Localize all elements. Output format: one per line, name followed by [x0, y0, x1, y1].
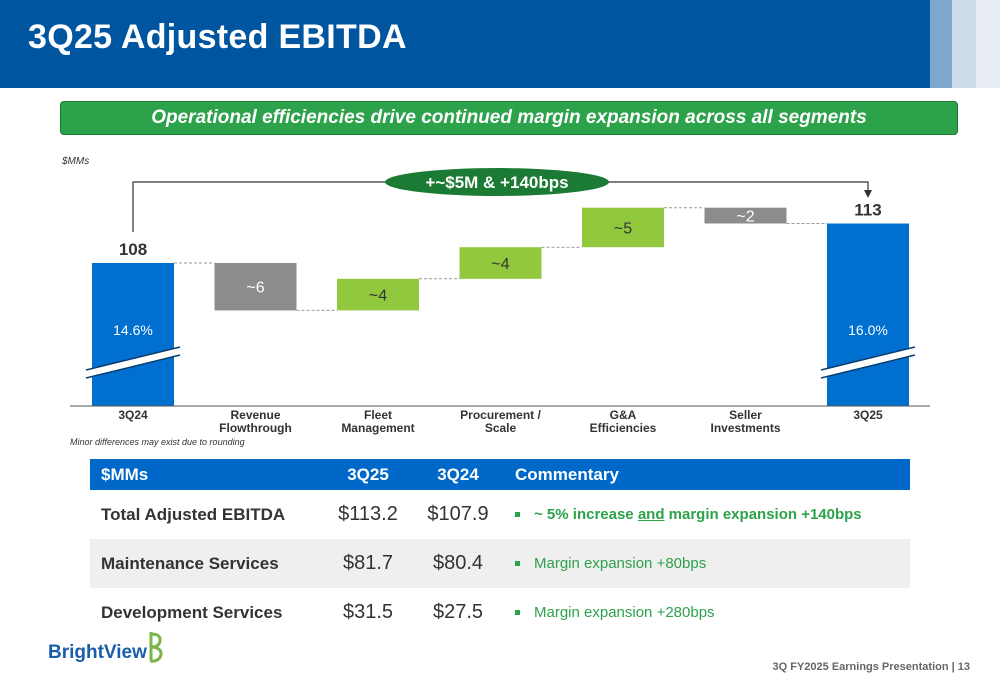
waterfall-bar: [459, 247, 542, 279]
category-label: G&A: [610, 408, 637, 422]
bar-value-label: ~4: [369, 288, 387, 305]
table-row: Total Adjusted EBITDA $113.2 $107.9 ~ 5%…: [90, 490, 910, 539]
axis-break-line: [820, 354, 916, 379]
bar-value-label: 113: [854, 201, 881, 220]
axis-break-line: [85, 346, 181, 371]
bullet-icon: [515, 561, 520, 566]
category-label: Flowthrough: [219, 421, 292, 435]
header-3q25: 3Q25: [347, 464, 389, 484]
bar-value-label: ~4: [491, 256, 509, 273]
logo-leaf-icon: [149, 632, 163, 663]
table-header: $MMs 3Q25 3Q24 Commentary: [90, 459, 910, 490]
rounding-note: Minor differences may exist due to round…: [70, 437, 245, 447]
brightview-logo: BrightView: [48, 630, 165, 664]
bar-value-label: ~6: [246, 280, 264, 297]
callout-label: +~$5M & +140bps: [425, 173, 568, 192]
waterfall-bar: [92, 263, 174, 406]
waterfall-bar: [582, 207, 664, 248]
header-commentary: Commentary: [515, 464, 619, 484]
bullet-icon: [515, 610, 520, 615]
row-name: Development Services: [101, 602, 283, 622]
arrow-down-icon: [864, 190, 872, 198]
bullet-icon: [515, 512, 520, 517]
row-commentary: Margin expansion +80bps: [503, 555, 910, 572]
row-3q24: $80.4: [432, 552, 484, 574]
ebitda-waterfall-chart: 108 ~6 ~4 ~4 ~5 ~2 113 14.6% 16.0% 3Q24 RevenueFlo…: [70, 168, 930, 435]
category-label: Revenue: [230, 408, 280, 422]
header-stripe: [952, 0, 976, 88]
row-commentary: Margin expansion +280bps: [503, 604, 910, 621]
waterfall-bar: [214, 263, 297, 311]
row-commentary: ~ 5% increase and margin expansion +140b…: [503, 506, 910, 523]
headline-banner: Operational efficiencies drive continued…: [60, 101, 958, 135]
waterfall-bar: [337, 278, 419, 311]
commentary-emphasis: and: [637, 506, 665, 523]
row-3q25: $31.5: [342, 601, 394, 623]
commentary-part: margin expansion +140bps: [664, 506, 862, 523]
row-3q24: $107.9: [427, 503, 489, 525]
logo-text: BrightView: [48, 642, 147, 663]
table-row: Maintenance Services $81.7 $80.4 Margin …: [90, 539, 910, 588]
ebitda-table: $MMs 3Q25 3Q24 Commentary Total Adjusted…: [90, 459, 910, 637]
units-label: $MMs: [62, 156, 90, 167]
axis-break-line: [85, 354, 181, 379]
header-3q24: 3Q24: [437, 464, 479, 484]
category-label: Management: [341, 421, 414, 435]
bar-value-label: 108: [119, 240, 147, 259]
category-label: Seller: [729, 408, 762, 422]
row-3q25: $81.7: [342, 552, 394, 574]
category-label: Procurement /: [460, 408, 541, 422]
footer-text: 3Q FY2025 Earnings Presentation | 13: [772, 661, 971, 673]
bar-value-label: ~2: [736, 209, 754, 226]
category-label: Efficiencies: [590, 421, 657, 435]
axis-break-icon: [86, 347, 180, 378]
row-name: Maintenance Services: [101, 553, 279, 573]
margin-label: 16.0%: [848, 322, 888, 338]
waterfall-bar: [827, 223, 909, 406]
row-3q24: $27.5: [432, 601, 484, 623]
category-label: Fleet: [364, 408, 392, 422]
axis-break-icon: [821, 347, 915, 378]
axis-break-line: [820, 346, 916, 371]
commentary-text: Margin expansion +280bps: [534, 604, 715, 621]
header-bar: 3Q25 Adjusted EBITDA: [0, 0, 1000, 88]
category-label: Investments: [710, 421, 780, 435]
commentary-text: Margin expansion +80bps: [534, 555, 707, 572]
table-row: Development Services $31.5 $27.5 Margin …: [90, 588, 910, 637]
category-label: 3Q25: [853, 408, 883, 422]
margin-label: 14.6%: [113, 322, 153, 338]
header-stripe: [976, 0, 1000, 88]
category-label: 3Q24: [118, 408, 148, 422]
headline-text: Operational efficiencies drive continued…: [151, 107, 867, 128]
header-mms: $MMs: [101, 464, 149, 484]
commentary-part: ~ 5% increase: [534, 506, 638, 523]
bar-value-label: ~5: [614, 220, 632, 237]
callout-ellipse: [385, 168, 609, 196]
page-title: 3Q25 Adjusted EBITDA: [28, 18, 407, 56]
header-stripe: [930, 0, 952, 88]
row-3q25: $113.2: [338, 503, 398, 525]
category-label: Scale: [485, 421, 517, 435]
row-name: Total Adjusted EBITDA: [101, 504, 286, 524]
waterfall-bar: [704, 207, 787, 224]
